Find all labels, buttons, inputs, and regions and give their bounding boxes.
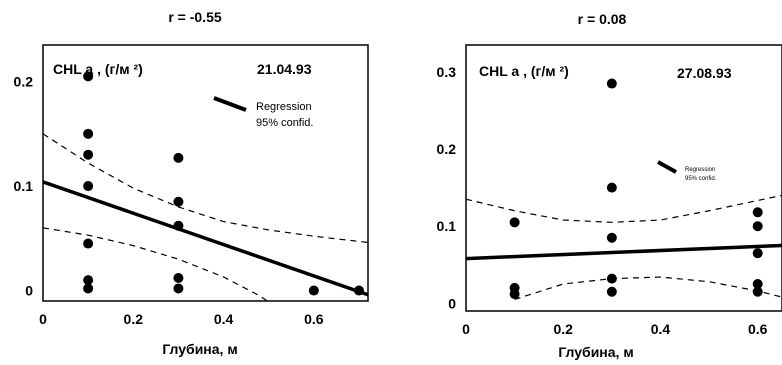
data-point (606, 78, 617, 89)
inner-label: CHL a , (г/м ²) (53, 61, 143, 77)
x-tick-labels: 0 0.2 0.4 0.6 (39, 311, 324, 327)
y-tick-labels: 0 0.1 0.2 (14, 74, 34, 299)
chart-title: r = 0.08 (578, 11, 627, 27)
regression-line (466, 243, 782, 261)
x-tick-label: 0.2 (553, 321, 573, 337)
chart-panel-left: r = -0.55 CHL a , (г/м ²) 21.04.93 Regre… (14, 9, 369, 357)
data-point (83, 181, 94, 192)
y-tick-label: 0.1 (14, 178, 34, 194)
regression-line (43, 180, 368, 297)
y-tick-label: 0.2 (14, 74, 34, 90)
x-tick-label: 0.6 (304, 311, 324, 327)
data-point (752, 207, 763, 218)
date-label: 21.04.93 (257, 61, 312, 77)
plot-marks (43, 71, 368, 301)
y-tick-label: 0.2 (437, 141, 457, 157)
data-point (83, 283, 94, 294)
data-point (606, 232, 617, 243)
confidence-lower-line (514, 276, 782, 301)
data-point (83, 238, 94, 249)
data-point (353, 285, 364, 296)
confidence-upper-line (466, 194, 782, 223)
data-point (606, 182, 617, 193)
data-point (173, 196, 184, 207)
x-tick-label: 0.6 (748, 321, 768, 337)
confidence-upper-line (43, 133, 368, 244)
data-point (173, 220, 184, 231)
x-tick-label: 0 (462, 321, 470, 337)
confidence-lower-line (43, 227, 269, 301)
legend-regression-line (657, 160, 677, 174)
x-tick-labels: 0 0.2 0.4 0.6 (462, 321, 768, 337)
data-point (752, 221, 763, 232)
x-axis-label: Глубина, м (162, 341, 237, 357)
legend-regression-line (213, 96, 247, 112)
y-tick-label: 0 (448, 295, 456, 311)
x-tick-label: 0.4 (651, 321, 671, 337)
legend-confid-label: 95% confid. (256, 117, 313, 129)
chart-panel-right: r = 0.08 CHL a , (г/м ²) 27.08.93 Regres… (437, 11, 782, 360)
inner-label: CHL a , (г/м ²) (479, 63, 569, 79)
plot-frame (42, 44, 369, 302)
data-point (752, 279, 763, 290)
data-point (509, 217, 520, 228)
date-label: 27.08.93 (677, 65, 732, 81)
data-point (83, 71, 94, 82)
y-tick-label: 0.1 (437, 218, 457, 234)
data-point (308, 285, 319, 296)
data-point (173, 152, 184, 163)
plot-marks (466, 78, 782, 301)
legend-regression-label: Regression (685, 167, 715, 173)
data-point (83, 128, 94, 139)
x-tick-label: 0.4 (214, 311, 234, 327)
data-point (83, 275, 94, 286)
data-point (606, 286, 617, 297)
legend-regression-label: Regression (256, 101, 312, 113)
x-tick-label: 0 (39, 311, 47, 327)
chart-title: r = -0.55 (168, 9, 222, 25)
legend-confid-label: 95% confid. (685, 176, 717, 182)
data-point (606, 273, 617, 284)
x-tick-label: 0.2 (124, 311, 144, 327)
data-point (752, 248, 763, 259)
data-point (752, 286, 763, 297)
x-axis-label: Глубина, м (558, 344, 633, 360)
data-point (173, 283, 184, 294)
data-point (173, 273, 184, 284)
y-tick-label: 0 (25, 283, 33, 299)
data-point (509, 289, 520, 300)
y-tick-label: 0.3 (437, 64, 457, 80)
plot-frame (465, 44, 782, 312)
data-point (83, 149, 94, 160)
y-tick-labels: 0 0.1 0.2 0.3 (437, 64, 457, 311)
